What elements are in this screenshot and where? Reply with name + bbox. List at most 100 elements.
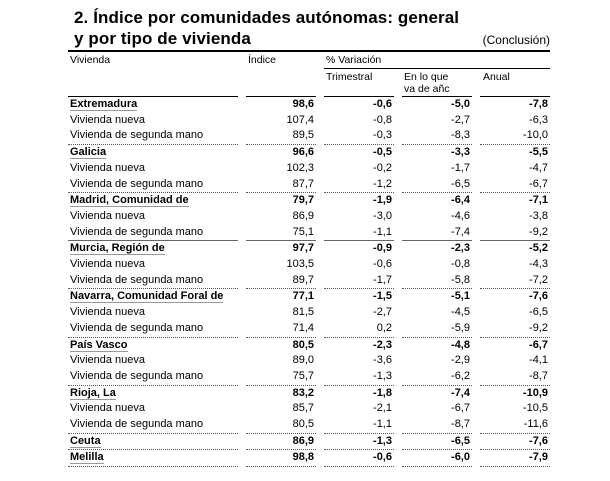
cell-indice: 85,7 [292, 402, 314, 415]
table-row: Vivienda de segunda mano 71,4 0,2 -5,9 -9,2 [68, 321, 550, 338]
data-table: Extremadura 98,6 -0,6 -5,0 -7,8 Vivienda nuev… [60, 97, 558, 468]
row-label: Vivienda de segunda mano [68, 321, 238, 338]
row-label-text: Navarra, Comunidad Foral de [70, 290, 224, 304]
row-label-text: Vivienda de segunda mano [70, 273, 204, 286]
table-row: Vivienda de segunda mano 89,5 -0,3 -8,3 -10,… [68, 128, 550, 146]
header-rule [324, 96, 394, 97]
row-label: Madrid, Comunidad de [68, 193, 238, 209]
row-label: País Vasco [68, 338, 238, 354]
table-row: Vivienda nueva 89,0 -3,6 -2,9 -4,1 [68, 353, 550, 369]
cell-en-lo-que-va: -7,4 [451, 225, 470, 238]
row-label: Extremadura [68, 97, 238, 113]
header-en-lo-que: En lo que [404, 71, 449, 83]
cell-trimestral: -2,3 [373, 338, 392, 351]
row-label: Vivienda de segunda mano [68, 128, 238, 146]
row-label-text: Vivienda nueva [70, 306, 146, 319]
row-label: Melilla [68, 450, 238, 468]
row-label: Vivienda nueva [68, 113, 238, 129]
row-label-text: Vivienda nueva [70, 209, 146, 222]
header-variacion: % Variación [326, 54, 382, 66]
row-label-text: Vivienda de segunda mano [70, 418, 204, 431]
cell-indice: 89,7 [246, 273, 316, 290]
header-trimestral: Trimestral [326, 71, 373, 83]
cell-anual: -6,7 [529, 338, 548, 351]
row-label-text: Vivienda nueva [70, 161, 146, 174]
cell-anual: -7,6 [529, 290, 548, 303]
cell-trimestral: -1,8 [373, 386, 392, 399]
table-row: Vivienda nueva 102,3 -0,2 -1,7 -4,7 [68, 161, 550, 177]
cell-en-lo-que-va: -6,0 [402, 450, 472, 468]
row-label: Vivienda de segunda mano [68, 273, 238, 290]
cell-en-lo-que-va: -6,7 [451, 402, 470, 415]
cell-indice: 80,5 [292, 338, 314, 351]
cell-anual: -9,2 [480, 321, 550, 338]
cell-anual: -10,9 [522, 386, 548, 399]
cell-en-lo-que-va: -8,7 [402, 417, 472, 434]
cell-anual: -4,7 [529, 161, 548, 174]
top-rule [68, 50, 550, 52]
cell-trimestral: -0,9 [324, 240, 394, 257]
cell-anual: -7,9 [480, 450, 550, 468]
cell-trimestral: -0,3 [324, 128, 394, 146]
row-label: Vivienda nueva [68, 209, 238, 225]
cell-indice: 83,2 [292, 386, 314, 399]
row-label-text: Vivienda nueva [70, 258, 146, 271]
row-label: Rioja, La [68, 386, 238, 402]
table-row: País Vasco 80,5 -2,3 -4,8 -6,7 [68, 338, 550, 354]
cell-indice: 77,1 [292, 290, 314, 303]
cell-en-lo-que-va: -3,3 [451, 146, 470, 159]
cell-trimestral: -2,7 [373, 306, 392, 319]
row-label-text: Vivienda de segunda mano [70, 321, 204, 334]
cell-trimestral: -1,2 [324, 177, 394, 194]
row-label: Galicia [68, 145, 238, 161]
cell-trimestral: -0,5 [373, 146, 392, 159]
cell-trimestral: -2,1 [373, 402, 392, 415]
cell-trimestral: 0,2 [324, 321, 394, 338]
cell-trimestral: -1,7 [324, 273, 394, 290]
cell-anual: -5,5 [529, 146, 548, 159]
cell-en-lo-que-va: -6,5 [402, 434, 472, 451]
row-label: Murcia, Región de [68, 240, 238, 257]
table-row: Navarra, Comunidad Foral de 77,1 -1,5 -5,1 -… [68, 289, 550, 305]
cell-trimestral: -0,6 [373, 98, 392, 110]
row-label: Vivienda de segunda mano [68, 369, 238, 386]
cell-en-lo-que-va: -5,9 [402, 321, 472, 338]
cell-en-lo-que-va: -5,0 [451, 98, 470, 110]
cell-indice: 102,3 [286, 161, 314, 174]
cell-en-lo-que-va: -6,2 [402, 369, 472, 386]
row-label-text: Vivienda nueva [70, 113, 146, 126]
cell-en-lo-que-va: -0,8 [451, 258, 470, 271]
cell-anual: -6,7 [480, 177, 550, 194]
row-label-text: Madrid, Comunidad de [70, 194, 189, 208]
row-label-text: Vivienda nueva [70, 354, 146, 367]
cell-en-lo-que-va: -5,8 [402, 273, 472, 290]
row-label: Vivienda nueva [68, 257, 238, 273]
cell-en-lo-que-va: -8,3 [402, 128, 472, 146]
cell-anual: -7,2 [480, 273, 550, 290]
table-row: Vivienda nueva 85,7 -2,1 -6,7 -10,5 [68, 401, 550, 417]
cell-trimestral: -3,6 [373, 354, 392, 367]
row-label-text: Extremadura [70, 98, 138, 111]
row-label-text: Vivienda nueva [70, 402, 146, 415]
cell-trimestral: -1,1 [324, 417, 394, 434]
cell-en-lo-que-va: -2,9 [451, 354, 470, 367]
cell-anual: -9,2 [529, 225, 548, 238]
row-label-text: País Vasco [70, 338, 128, 352]
cell-indice: 96,6 [292, 146, 314, 159]
cell-indice: 89,5 [246, 128, 316, 146]
cell-trimestral: -0,6 [324, 450, 394, 468]
cell-trimestral: -0,2 [373, 161, 392, 174]
cell-en-lo-que-va: -1,7 [451, 161, 470, 174]
cell-anual: -4,1 [529, 354, 548, 367]
cell-en-lo-que-va: -2,7 [451, 113, 470, 126]
header-va-de-ano: va de añc [404, 83, 450, 95]
cell-anual: -6,3 [529, 113, 548, 126]
cell-anual: -7,6 [480, 434, 550, 451]
cell-trimestral: -1,3 [324, 369, 394, 386]
cell-indice: 98,8 [246, 450, 316, 468]
row-label: Vivienda de segunda mano [68, 417, 238, 434]
row-label: Vivienda de segunda mano [68, 177, 238, 194]
cell-en-lo-que-va: -7,4 [451, 386, 470, 399]
cell-trimestral: -0,8 [373, 113, 392, 126]
table-row: Galicia 96,6 -0,5 -3,3 -5,5 [68, 145, 550, 161]
